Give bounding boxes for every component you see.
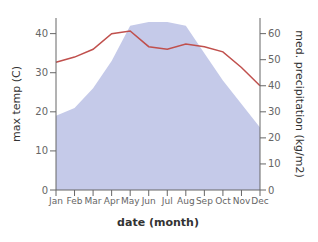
svg-text:max temp (C): max temp (C)	[10, 66, 23, 142]
svg-text:Jul: Jul	[161, 196, 173, 206]
svg-text:10: 10	[268, 158, 281, 169]
svg-text:60: 60	[268, 28, 281, 39]
svg-text:20: 20	[268, 132, 281, 143]
svg-text:Oct: Oct	[215, 196, 231, 206]
svg-text:Aug: Aug	[177, 196, 195, 206]
svg-text:40: 40	[268, 80, 281, 91]
svg-text:Jun: Jun	[141, 196, 156, 206]
svg-text:20: 20	[35, 106, 48, 117]
svg-text:0: 0	[42, 185, 48, 196]
svg-text:Apr: Apr	[104, 196, 120, 206]
svg-text:0: 0	[268, 185, 274, 196]
svg-text:Mar: Mar	[85, 196, 102, 206]
svg-text:50: 50	[268, 54, 281, 65]
svg-text:date (month): date (month)	[117, 216, 199, 229]
svg-text:Nov: Nov	[233, 196, 251, 206]
svg-text:Dec: Dec	[251, 196, 268, 206]
svg-text:med. precipitation (kg/m2): med. precipitation (kg/m2)	[293, 30, 306, 178]
svg-text:10: 10	[35, 145, 48, 156]
svg-text:May: May	[121, 196, 140, 206]
svg-text:Sep: Sep	[196, 196, 213, 206]
svg-text:40: 40	[35, 28, 48, 39]
svg-text:30: 30	[35, 67, 48, 78]
svg-text:30: 30	[268, 106, 281, 117]
svg-text:Feb: Feb	[67, 196, 83, 206]
svg-text:Jan: Jan	[48, 196, 63, 206]
